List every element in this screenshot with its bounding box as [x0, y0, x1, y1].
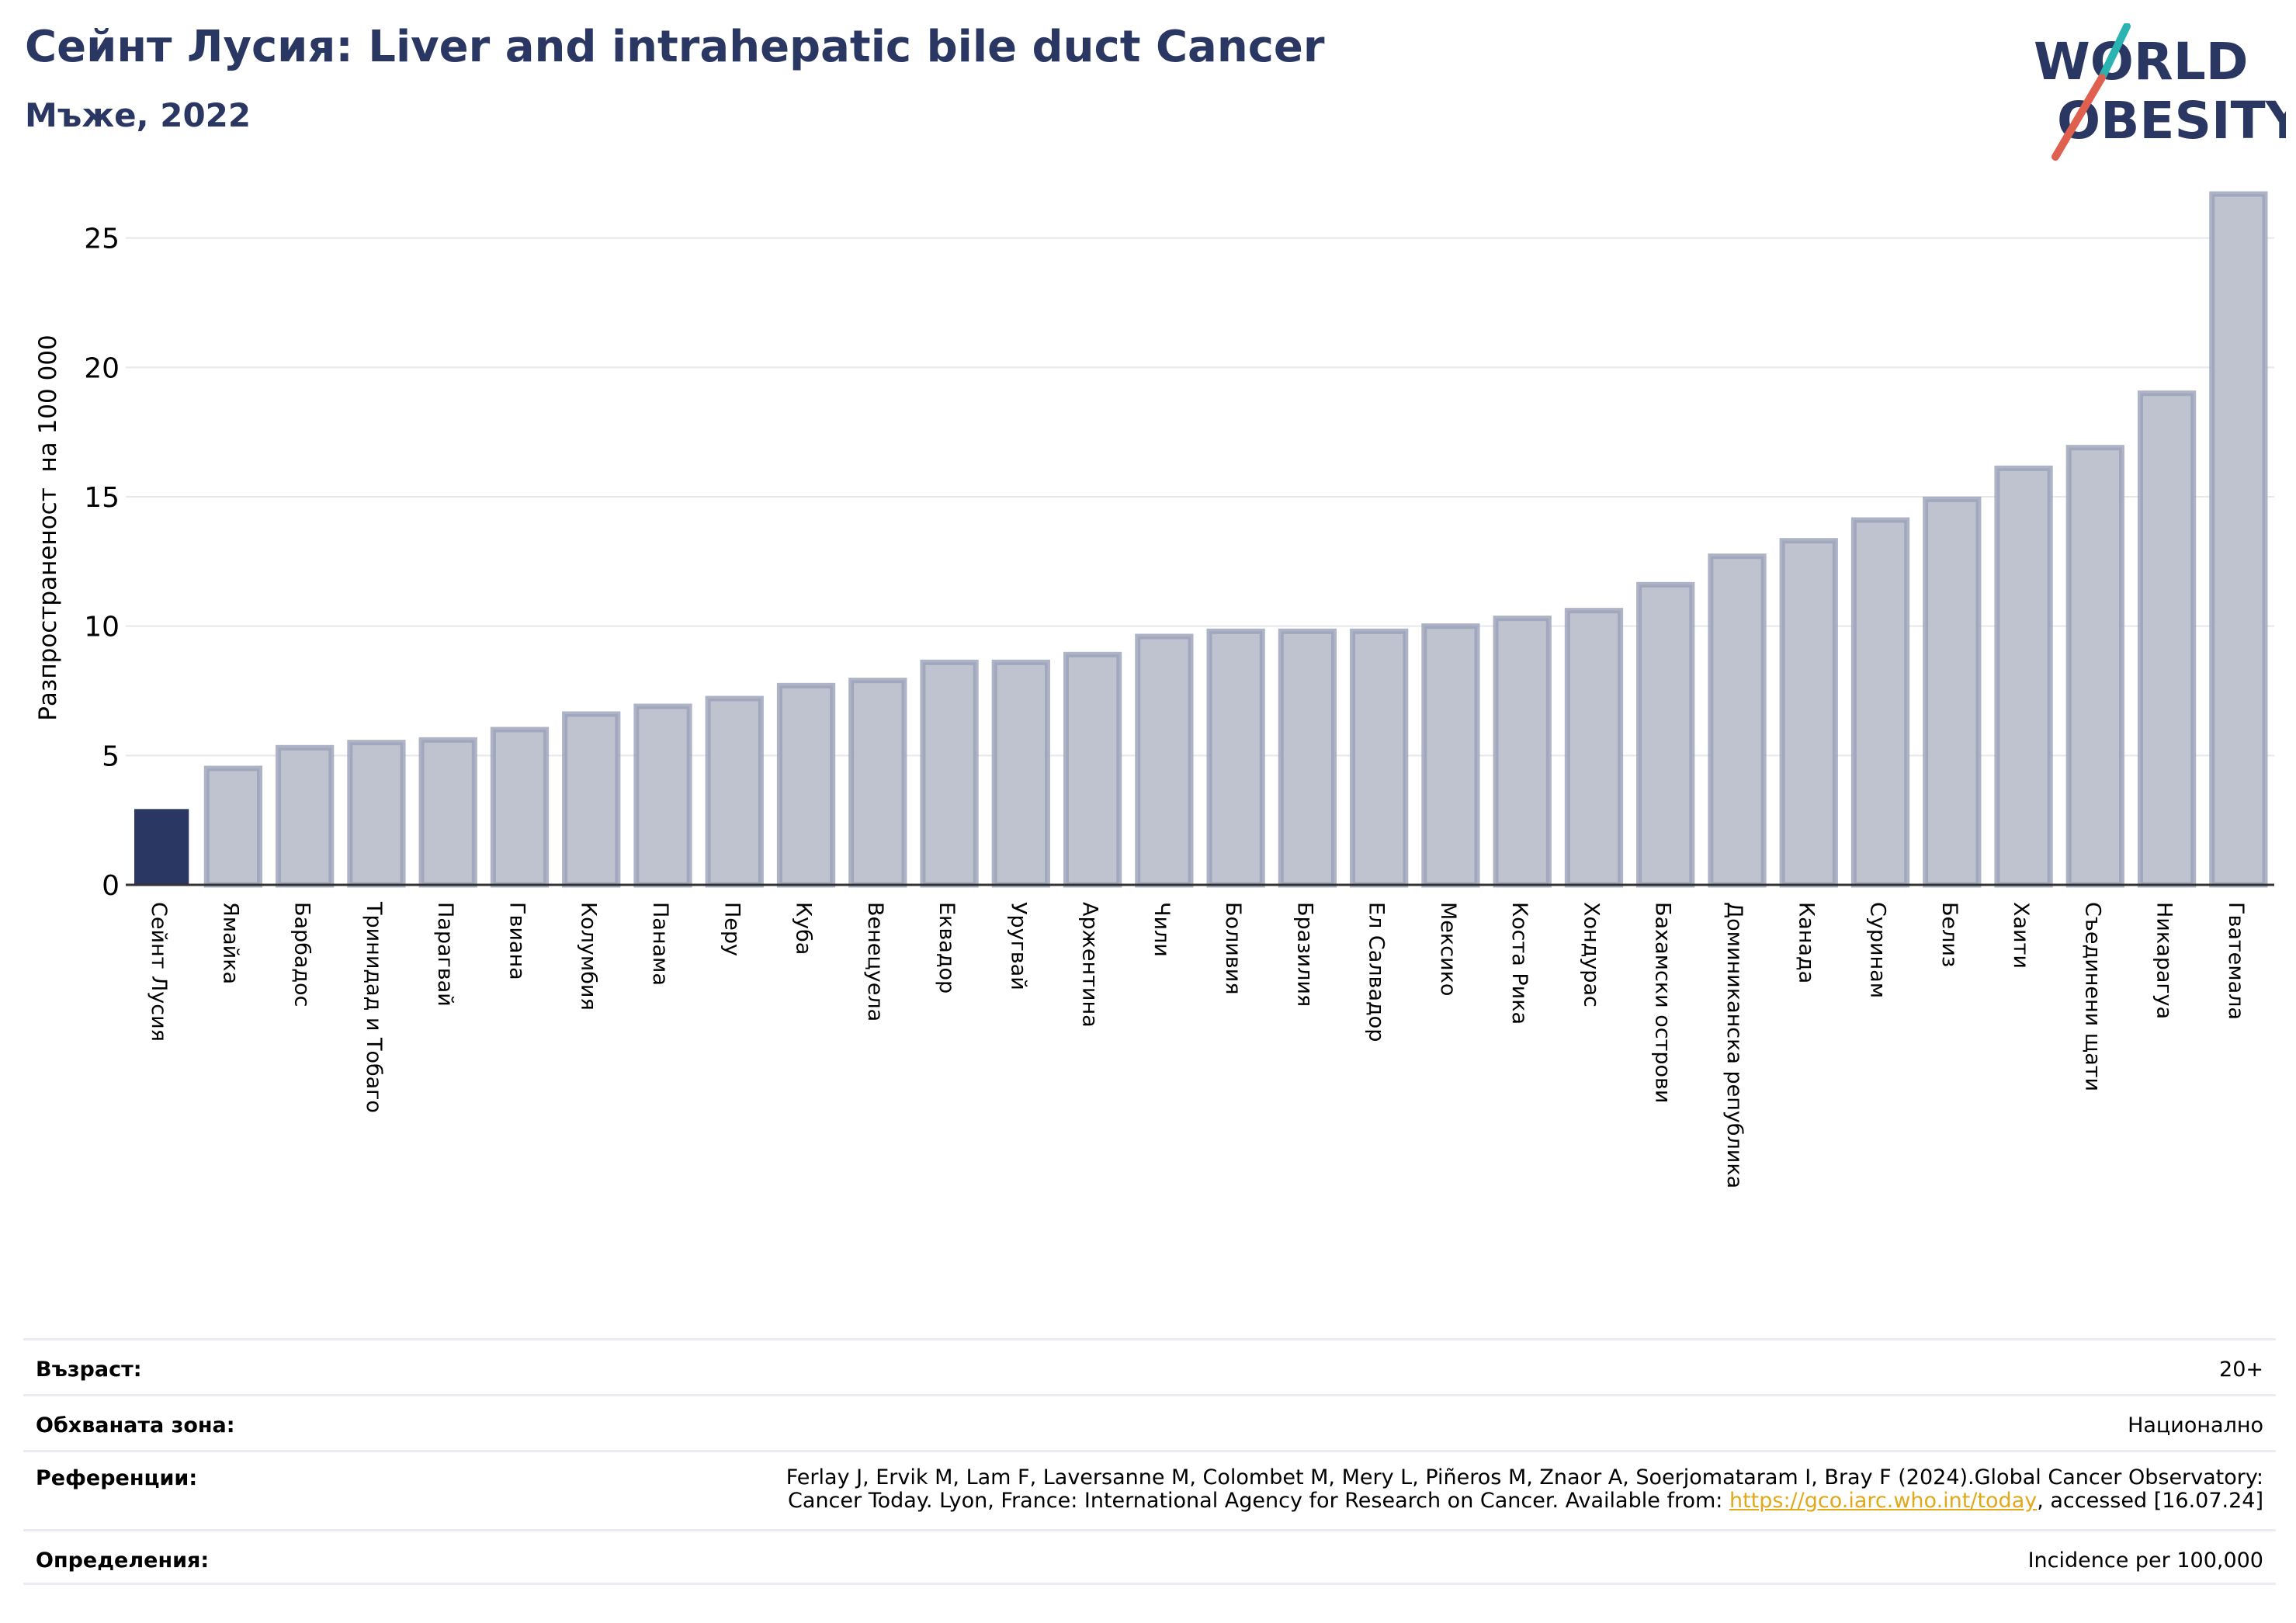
world-obesity-logo: WORLD OBESITY	[2034, 23, 2286, 161]
bar	[1206, 628, 1265, 888]
bar	[1923, 496, 1982, 888]
logo-slash-red	[2051, 74, 2106, 161]
x-tick-label: Колумбия	[577, 902, 601, 1011]
x-tick-label: Доминиканска република	[1722, 902, 1746, 1188]
bar	[1564, 608, 1624, 888]
bar	[1135, 633, 1194, 888]
y-tick-label: 15	[84, 482, 120, 514]
x-tick-label: Куба	[792, 902, 816, 955]
x-axis-tick-labels: Сейнт Лусия Ямайка Барбадос Тринидад и Тоба…	[147, 901, 2248, 1188]
x-tick-label: Бахамски острови	[1651, 902, 1675, 1103]
x-tick-label: Парагвай	[433, 902, 457, 1007]
bar	[134, 809, 189, 886]
chart-subtitle: Мъже, 2022	[25, 96, 251, 134]
definitions-label: Определения:	[36, 1548, 210, 1573]
x-tick-label: Канада	[1794, 902, 1818, 983]
x-tick-label: Гвиана	[505, 902, 529, 980]
bar	[276, 744, 335, 888]
x-tick-label: Коста Рика	[1507, 902, 1531, 1025]
bar	[1063, 651, 1122, 888]
bar	[1350, 628, 1409, 888]
y-tick-label: 5	[102, 740, 120, 772]
age-value: 20+	[2219, 1358, 2263, 1382]
bar	[1850, 517, 1910, 888]
logo-text-obesity: OBESITY	[2057, 91, 2286, 151]
info-row-definitions: Определения: Incidence per 100,000	[23, 1529, 2276, 1585]
bar	[203, 765, 263, 888]
x-tick-label: Барбадос	[290, 902, 314, 1007]
bar	[633, 703, 692, 888]
x-tick-label: Еквадор	[935, 902, 959, 994]
bar	[2065, 445, 2124, 888]
reference-line-2: Cancer Today. Lyon, France: Internationa…	[786, 1489, 2263, 1513]
y-axis-ticks: 0 5 10 15 20 25	[84, 224, 120, 902]
area-value: Национално	[2128, 1413, 2263, 1437]
bar	[705, 695, 764, 888]
bar	[1493, 616, 1552, 888]
bar	[848, 678, 907, 888]
bar	[347, 740, 406, 888]
references-label: Референции:	[36, 1466, 198, 1490]
bar	[1994, 465, 2053, 888]
bar	[776, 682, 836, 888]
reference-line-1: Ferlay J, Ervik M, Lam F, Laversanne M, …	[786, 1465, 2263, 1489]
reference-link[interactable]: https://gco.iarc.who.int/today	[1729, 1489, 2038, 1513]
x-tick-label: Панама	[648, 902, 672, 986]
logo-slash-teal	[2098, 23, 2131, 81]
info-row-references: Референции: Ferlay J, Ervik M, Lam F, La…	[23, 1450, 2276, 1529]
bar	[562, 711, 621, 888]
y-tick-label: 10	[84, 612, 120, 643]
y-tick-label: 25	[84, 224, 120, 255]
x-tick-label: Чили	[1150, 902, 1174, 957]
bar	[991, 659, 1050, 888]
grid-lines	[126, 237, 2274, 757]
bar	[490, 727, 550, 888]
reference-accessed: , accessed [16.07.24]	[2037, 1489, 2263, 1513]
references-value: Ferlay J, Ervik M, Lam F, Laversanne M, …	[786, 1466, 2263, 1513]
y-tick-label: 20	[84, 352, 120, 384]
bar	[1278, 628, 1337, 888]
x-tick-label: Бразилия	[1292, 902, 1316, 1007]
x-tick-label: Венецуела	[863, 902, 887, 1021]
info-row-area: Обхваната зона: Национално	[23, 1394, 2276, 1450]
bars	[134, 191, 2268, 888]
x-tick-label: Белиз	[1937, 902, 1961, 967]
info-row-age: Възраст: 20+	[23, 1338, 2276, 1394]
x-tick-label: Никарагуа	[2152, 902, 2176, 1019]
definitions-value: Incidence per 100,000	[2027, 1548, 2263, 1573]
x-tick-label: Уругвай	[1006, 902, 1030, 990]
x-tick-label: Ямайка	[218, 902, 242, 984]
x-tick-label: Тринидад и Тобаго	[362, 901, 386, 1113]
x-tick-label: Гватемала	[2224, 902, 2248, 1020]
bar	[1779, 538, 1838, 888]
bar	[1421, 623, 1480, 888]
bar	[2209, 191, 2268, 888]
x-tick-label: Хаити	[2009, 902, 2033, 969]
x-tick-label: Хондурас	[1579, 902, 1603, 1007]
x-tick-label: Боливия	[1221, 902, 1245, 995]
chart-title: Сейнт Лусия: Liver and intrahepatic bile…	[25, 22, 1325, 72]
x-tick-label: Ел Салвадор	[1365, 902, 1389, 1042]
x-tick-label: Сейнт Лусия	[147, 902, 171, 1042]
bar	[418, 737, 477, 888]
reference-text: Cancer Today. Lyon, France: Internationa…	[788, 1489, 1729, 1513]
bar	[2137, 390, 2197, 888]
bar	[920, 659, 979, 888]
area-label: Обхваната зона:	[36, 1413, 235, 1437]
bar-chart: 0 5 10 15 20 25 Сейнт Лусия Ямайка Барбадос Трин…	[34, 191, 2274, 1188]
y-axis-label: Разпространеност на 100 000	[34, 335, 62, 721]
x-tick-label: Аржентина	[1078, 902, 1102, 1028]
age-label: Възраст:	[36, 1358, 142, 1382]
bar	[1636, 581, 1695, 888]
logo-text-world: WORLD	[2034, 32, 2249, 92]
info-table: Възраст: 20+ Обхваната зона: Национално …	[23, 1338, 2276, 1585]
x-tick-label: Мексико	[1436, 902, 1460, 996]
x-tick-label: Суринам	[1866, 902, 1890, 998]
bar	[1708, 553, 1767, 888]
x-tick-label: Перу	[720, 902, 744, 956]
y-tick-label: 0	[102, 870, 120, 902]
x-tick-label: Съединени щати	[2080, 902, 2104, 1091]
